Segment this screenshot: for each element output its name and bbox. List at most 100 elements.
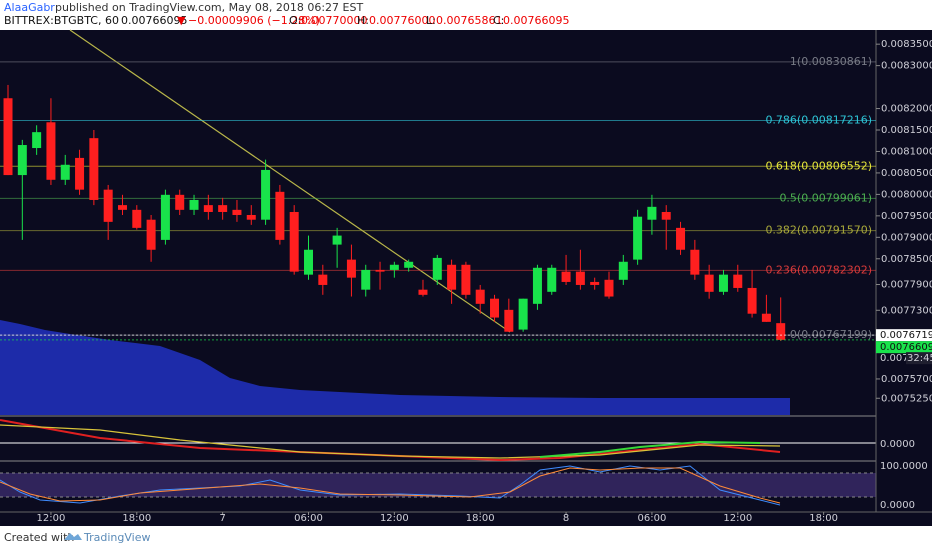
candle-body (146, 219, 156, 250)
stoch-tick: 100.0000 (880, 461, 928, 472)
candle-body (404, 261, 414, 268)
candle-body (332, 235, 342, 245)
candle-body (475, 289, 485, 304)
candle-body (246, 214, 256, 220)
candle-body (604, 279, 614, 297)
logo (64, 533, 82, 540)
header-bg (0, 0, 932, 30)
candle-body (561, 271, 571, 282)
x-tick-label: 18:00 (809, 513, 838, 524)
price-label-bg (876, 341, 932, 354)
macd-line (0, 419, 781, 462)
candle-body (261, 169, 271, 220)
ohlc-value: 0.00766095 (503, 14, 569, 27)
candle-body (676, 227, 686, 250)
candle-body (218, 205, 228, 212)
ohlc-value: 0.00765861 (436, 14, 502, 27)
trend-line (69, 29, 511, 333)
candle-body (304, 249, 314, 275)
candle-body (32, 132, 42, 149)
footer-brand[interactable]: TradingView (83, 531, 150, 544)
ohlc-key: H: (357, 14, 369, 27)
last-price: 0.00766095 (121, 14, 187, 27)
price-label: 0.00766095 (880, 342, 932, 353)
fib-label: 0.618(0.00806552) (765, 159, 872, 172)
candle-body (661, 211, 671, 220)
candle-body (490, 298, 500, 318)
x-tick-label: 06:00 (294, 513, 323, 524)
symbol: BITTREX:BTGBTC, 60 (4, 14, 119, 27)
candle-body (432, 257, 442, 280)
candle-body (75, 157, 85, 190)
candle-body (275, 191, 285, 240)
macd-up (539, 440, 761, 458)
x-tick-label: 12:00 (37, 513, 66, 524)
footer-bg (0, 526, 932, 550)
candle-body (447, 264, 457, 290)
candle-body (17, 145, 27, 176)
x-tick-label: 12:00 (380, 513, 409, 524)
x-tick-label: 18:00 (466, 513, 495, 524)
footer-created: Created with (4, 531, 74, 544)
candle-body (3, 98, 13, 176)
x-tick-label: 8 (563, 513, 569, 524)
signal-line (0, 424, 781, 459)
partial-label: 0.007 (880, 353, 909, 364)
author[interactable]: AlaaGabr (4, 1, 55, 14)
ohlc-key: C: (493, 14, 504, 27)
published: published on TradingView.com, May 08, 20… (55, 1, 363, 14)
volume-area (0, 320, 790, 415)
candle-body (175, 194, 185, 210)
x-tick-label: 18:00 (122, 513, 151, 524)
candle-body (504, 309, 514, 332)
price-label-bg (876, 329, 932, 342)
candle-body (690, 249, 700, 275)
candle-body (132, 209, 142, 228)
candle-body (289, 211, 299, 272)
candle-body (89, 138, 99, 200)
candle-body (189, 199, 199, 210)
ohlc-key: O: (289, 14, 301, 27)
candle-body (103, 189, 113, 222)
countdown-bg (906, 352, 932, 365)
countdown: 32:45 (907, 353, 932, 364)
candle-body (375, 269, 385, 272)
candle-body (346, 259, 356, 278)
change: −0.00009906 (−1.28%) (188, 14, 320, 27)
candle-body (318, 274, 328, 285)
candle-body (733, 274, 743, 288)
candle-body (46, 122, 56, 180)
fib-label: 0.236(0.00782302) (765, 263, 872, 276)
candle-body (647, 206, 657, 220)
candle-body (761, 313, 771, 322)
x-tick-label: 12:00 (723, 513, 752, 524)
candle-body (618, 261, 628, 280)
macd-tick: 0.0000 (880, 439, 915, 450)
fib-label: 0(0.00767199) (790, 328, 872, 341)
fib-label: 0.786(0.00817216) (765, 113, 872, 126)
x-tick-label: 06:00 (638, 513, 667, 524)
candle-body (633, 216, 643, 260)
stoch-tick: 0.0000 (880, 500, 915, 511)
candle-body (117, 205, 127, 210)
candle-body (718, 274, 728, 292)
candle-body (776, 323, 786, 340)
price-label: 0.00767199 (880, 330, 932, 341)
candle-body (590, 281, 600, 285)
candle-body (389, 264, 399, 270)
fib-label: 1(0.00830861) (790, 55, 872, 68)
candle-body (518, 298, 528, 330)
candle-body (203, 205, 213, 212)
